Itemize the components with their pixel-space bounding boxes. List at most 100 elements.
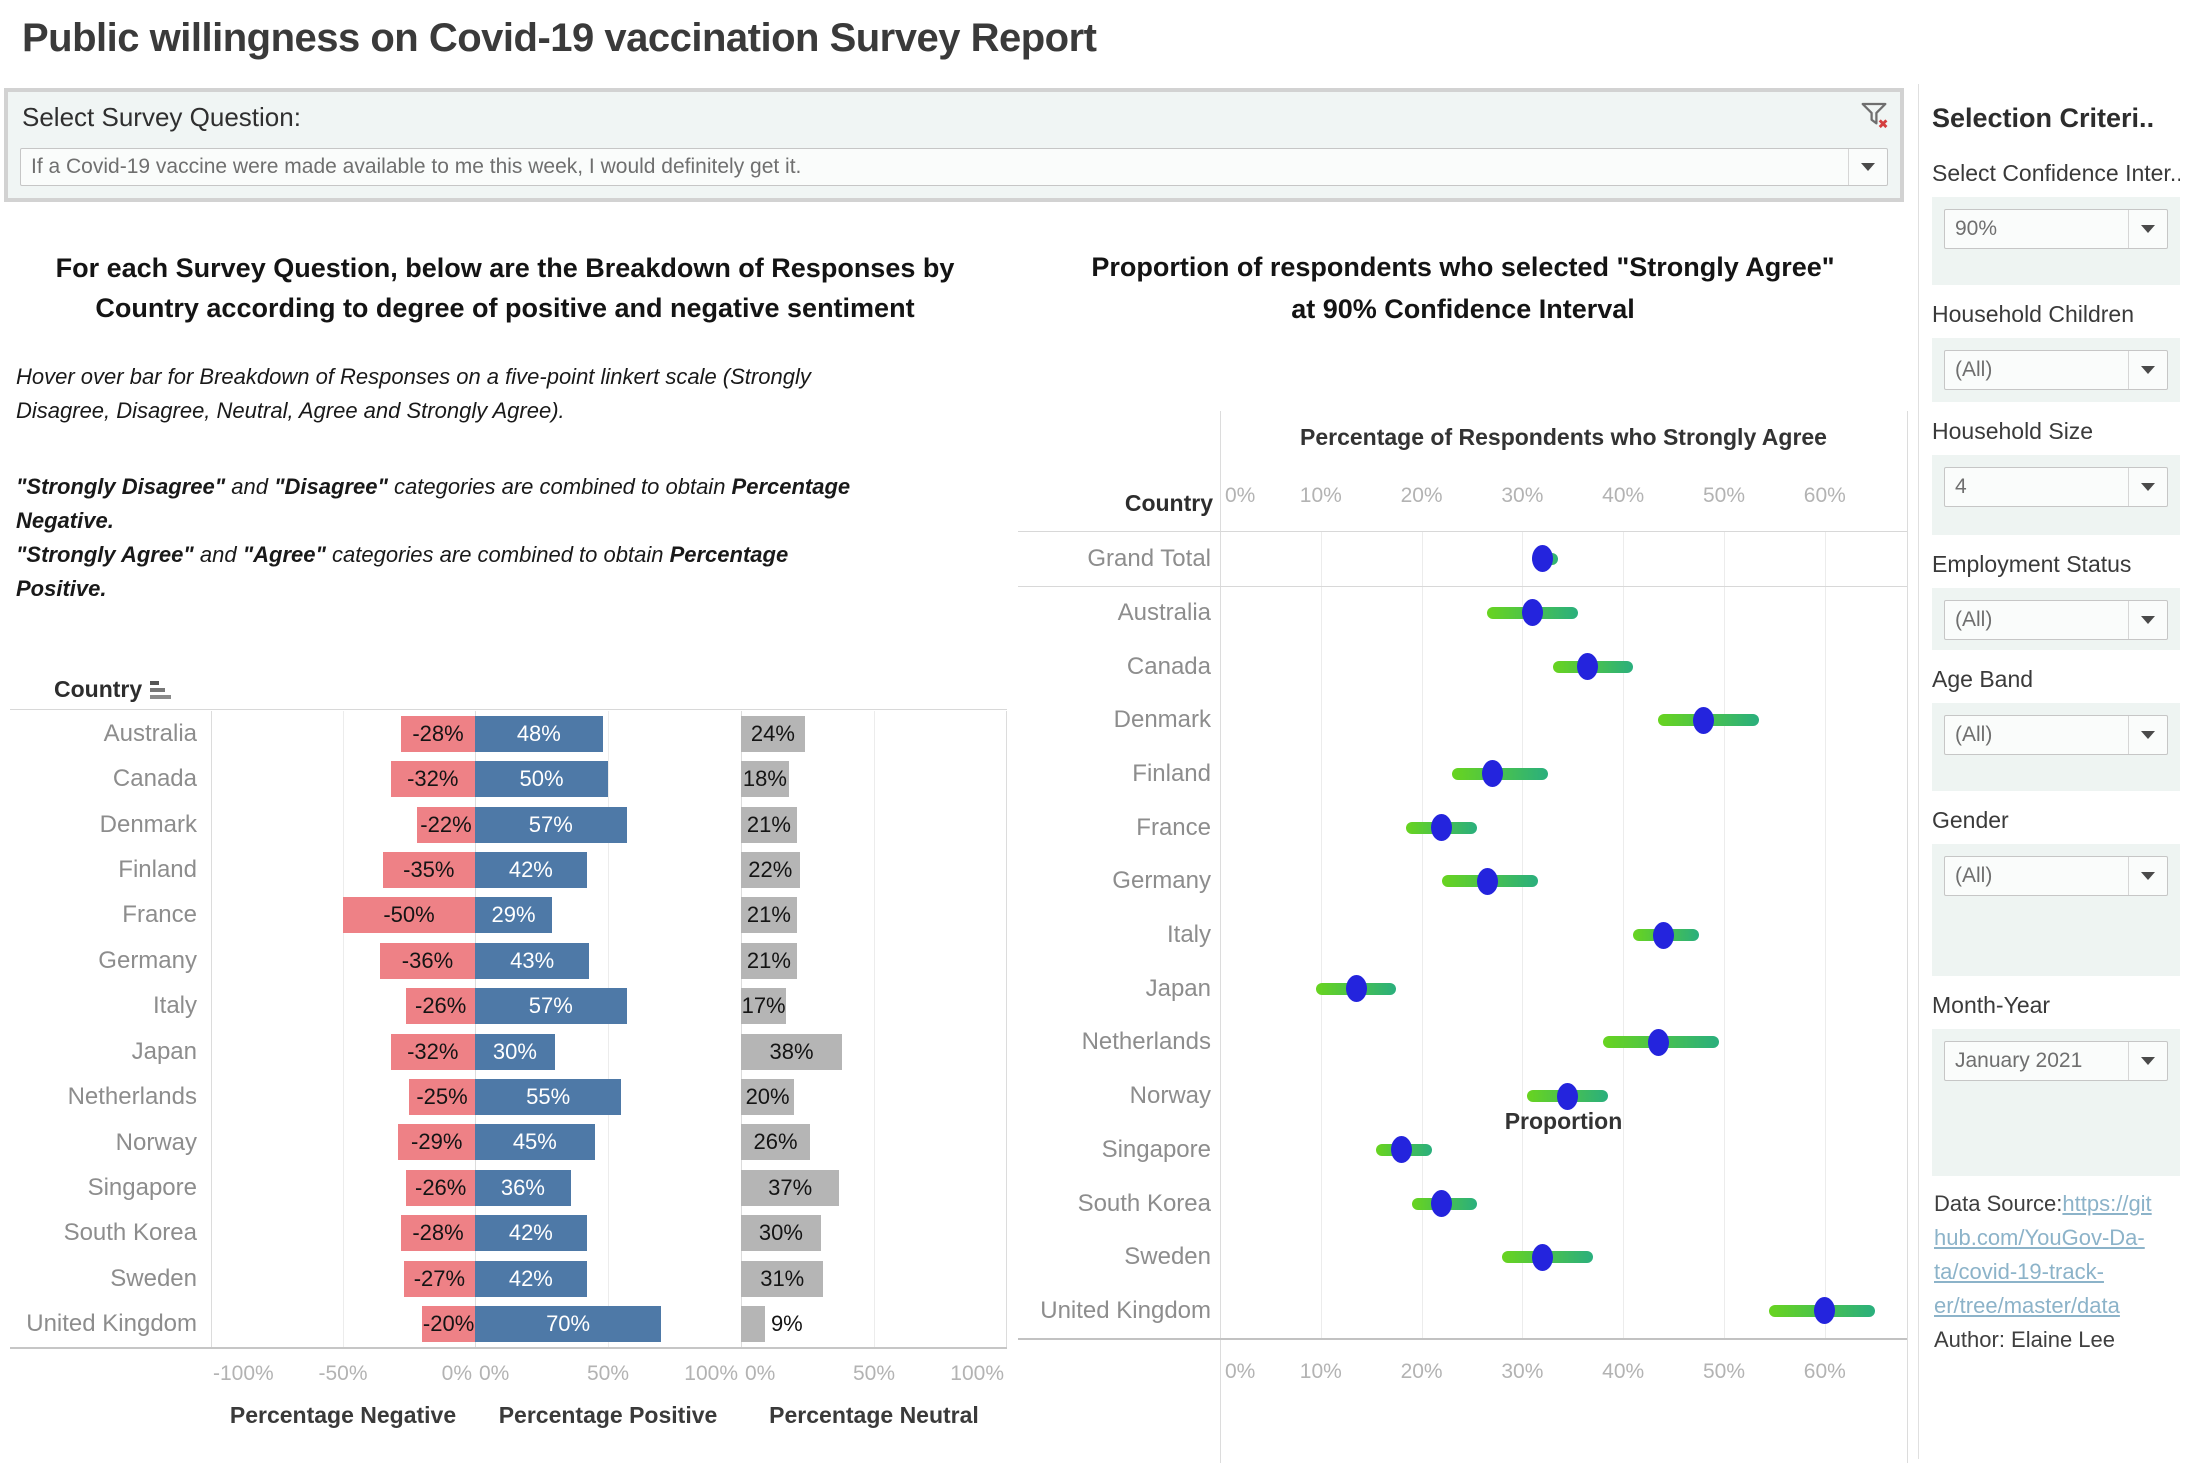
negative-bar[interactable]: -50%	[343, 897, 475, 934]
negative-bar[interactable]: -27%	[403, 1260, 475, 1297]
proportion-dot[interactable]	[1532, 545, 1554, 572]
country-header-label: Country	[54, 676, 143, 702]
neutral-bar[interactable]: 26%	[741, 1124, 811, 1161]
proportion-dot[interactable]	[1481, 760, 1503, 788]
axis-tick: 50%	[1702, 484, 1746, 507]
negative-bar[interactable]: -28%	[401, 1215, 475, 1252]
positive-bar[interactable]: 70%	[475, 1306, 662, 1343]
negative-value-label: -35%	[403, 856, 455, 882]
neutral-bar[interactable]: 38%	[741, 1033, 843, 1070]
proportion-dot[interactable]	[1557, 1082, 1579, 1110]
ci-row-label-singapore: Singapore	[1101, 1135, 1211, 1163]
neutral-bar[interactable]: 18%	[741, 761, 789, 798]
neutral-bar[interactable]: 22%	[741, 851, 800, 888]
survey-question-select[interactable]: If a Covid-19 vaccine were made availabl…	[20, 148, 1888, 186]
proportion-dot[interactable]	[1476, 867, 1498, 895]
sentiment-breakdown-chart: For each Survey Question, below are the …	[10, 240, 1015, 1458]
neutral-cell: 31%	[741, 1256, 1007, 1301]
axis-tick: 20%	[1400, 1360, 1443, 1383]
neutral-bar[interactable]: 31%	[741, 1260, 824, 1297]
positive-bar[interactable]: 36%	[475, 1169, 571, 1206]
gridline	[1724, 531, 1725, 1338]
ci-row-label-sweden: Sweden	[1124, 1243, 1211, 1271]
neutral-bar[interactable]: 20%	[741, 1079, 795, 1116]
positive-bar[interactable]: 43%	[475, 942, 590, 979]
description-text: Percentage	[731, 474, 851, 499]
negative-bar[interactable]: -28%	[401, 715, 475, 752]
positive-cell: 36%	[475, 1165, 741, 1210]
proportion-dot[interactable]	[1532, 1243, 1554, 1271]
positive-bar[interactable]: 30%	[475, 1033, 555, 1070]
proportion-dot[interactable]	[1653, 921, 1675, 949]
positive-value-label: 42%	[508, 1220, 553, 1246]
chevron-glyph	[2141, 1057, 2155, 1065]
filter-select-household-children[interactable]: (All)	[1944, 350, 2168, 390]
negative-cell: -25%	[211, 1074, 475, 1119]
negative-bar[interactable]: -20%	[422, 1306, 475, 1343]
proportion-dot[interactable]	[1577, 653, 1599, 681]
axis-tick: 50%	[1702, 1360, 1746, 1383]
negative-bar[interactable]: -26%	[406, 988, 475, 1025]
axis-tick: 100%	[950, 1362, 1004, 1385]
neutral-bar[interactable]: 37%	[741, 1169, 840, 1206]
neutral-value-label: 30%	[758, 1220, 803, 1246]
positive-bar[interactable]: 50%	[475, 761, 608, 798]
table-row-sweden: Sweden -27% 42% 31%	[10, 1256, 1007, 1301]
negative-bar[interactable]: -35%	[382, 851, 475, 888]
proportion-dot[interactable]	[1431, 814, 1453, 842]
table-row-germany: Germany -36% 43% 21%	[10, 938, 1007, 983]
negative-bar[interactable]: -25%	[409, 1079, 475, 1116]
positive-bar[interactable]: 55%	[475, 1079, 622, 1116]
filter-select-gender[interactable]: (All)	[1944, 856, 2168, 896]
neutral-bar[interactable]: 21%	[741, 942, 797, 979]
neutral-bar[interactable]: 30%	[741, 1215, 821, 1252]
proportion-dot[interactable]	[1647, 1028, 1669, 1056]
sort-descending-icon[interactable]	[150, 680, 172, 699]
positive-bar[interactable]: 42%	[475, 1215, 587, 1252]
country-label: Finland	[118, 855, 197, 883]
negative-bar[interactable]: -32%	[390, 761, 475, 798]
neutral-cell: 17%	[741, 984, 1007, 1029]
negative-bar[interactable]: -22%	[416, 806, 475, 843]
positive-bar[interactable]: 48%	[475, 715, 603, 752]
negative-bar[interactable]: -26%	[406, 1169, 475, 1206]
neutral-bar[interactable]	[741, 1306, 765, 1343]
neutral-bar[interactable]: 21%	[741, 897, 797, 934]
data-source-link[interactable]: https://git hub.com/YouGov-Da-ta/covid-19…	[1934, 1191, 2152, 1318]
proportion-dot[interactable]	[1390, 1136, 1412, 1164]
positive-bar[interactable]: 29%	[475, 897, 553, 934]
proportion-dot[interactable]	[1345, 975, 1367, 1003]
filter-select-age-band[interactable]: (All)	[1944, 715, 2168, 755]
axis-tick: 40%	[1602, 484, 1645, 507]
positive-bar[interactable]: 42%	[475, 1260, 587, 1297]
neutral-bar[interactable]: 24%	[741, 715, 805, 752]
negative-value-label: -32%	[407, 766, 459, 792]
country-column-header: Country	[1124, 490, 1213, 516]
positive-bar[interactable]: 42%	[475, 851, 587, 888]
neutral-cell: 18%	[741, 756, 1007, 801]
clear-filter-icon[interactable]	[1858, 98, 1890, 130]
negative-bar[interactable]: -36%	[379, 942, 475, 979]
description-text: "Strongly Agree"	[16, 542, 194, 567]
positive-bar[interactable]: 57%	[475, 806, 627, 843]
neutral-bar[interactable]: 21%	[741, 806, 797, 843]
filter-select-select-confidence-inter[interactable]: 90%	[1944, 209, 2168, 249]
positive-cell: 29%	[475, 893, 741, 938]
filter-select-household-size[interactable]: 4	[1944, 467, 2168, 507]
proportion-dot[interactable]	[1693, 706, 1715, 734]
proportion-dot[interactable]	[1431, 1190, 1453, 1218]
proportion-dot[interactable]	[1521, 599, 1543, 627]
negative-bar[interactable]: -29%	[398, 1124, 475, 1161]
neutral-bar[interactable]: 17%	[741, 988, 787, 1025]
positive-bar[interactable]: 45%	[475, 1124, 595, 1161]
negative-bar[interactable]: -32%	[390, 1033, 475, 1070]
positive-bar[interactable]: 57%	[475, 988, 627, 1025]
table-row-france: France -50% 29% 21%	[10, 893, 1007, 938]
proportion-dot[interactable]	[1814, 1297, 1836, 1325]
filter-select-month-year[interactable]: January 2021	[1944, 1041, 2168, 1081]
negative-cell: -50%	[211, 893, 475, 938]
positive-value-label: 30%	[492, 1038, 537, 1064]
filter-month-year: Month-Year January 2021	[1932, 992, 2180, 1176]
negative-cell: -27%	[211, 1256, 475, 1301]
filter-select-employment-status[interactable]: (All)	[1944, 600, 2168, 640]
